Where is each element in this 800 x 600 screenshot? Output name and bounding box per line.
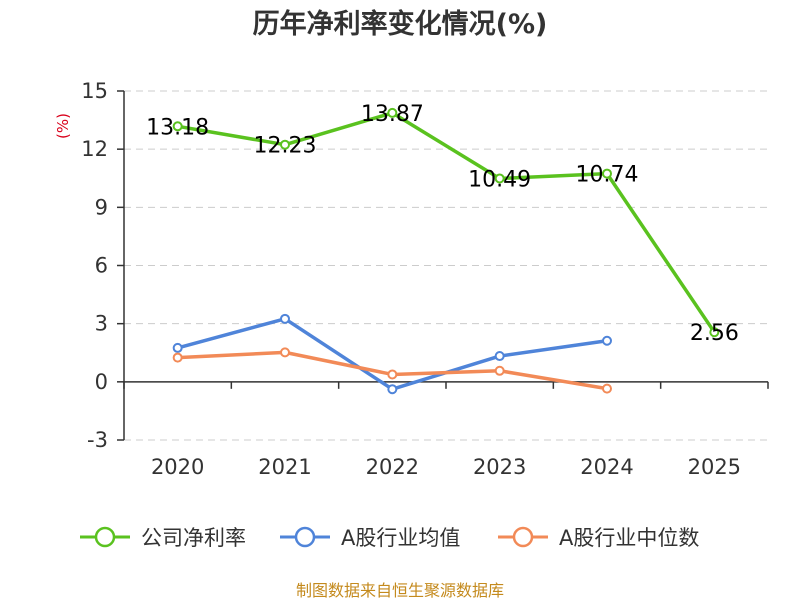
legend-marker <box>94 526 116 548</box>
legend-item-2[interactable]: A股行业中位数 <box>498 526 699 550</box>
data-labels: 13.18 12.23 13.87 10.49 10.74 2.56 <box>146 102 739 346</box>
series-2 <box>172 347 612 394</box>
y-tick-label: -3 <box>87 428 108 452</box>
data-point[interactable] <box>709 327 720 338</box>
x-tick-label: 2020 <box>151 455 204 479</box>
y-tick-label: 3 <box>95 312 108 336</box>
data-label: 13.18 <box>146 115 209 140</box>
x-tick-label: 2024 <box>580 455 633 479</box>
data-point[interactable] <box>387 384 398 395</box>
data-point[interactable] <box>280 347 290 358</box>
data-point[interactable] <box>602 168 612 179</box>
data-point[interactable] <box>172 121 183 132</box>
axes <box>117 90 769 441</box>
data-label: 2.56 <box>690 321 739 346</box>
x-tick-label: 2023 <box>473 455 526 479</box>
y-tick-label: 12 <box>81 137 108 161</box>
data-point[interactable] <box>602 335 612 346</box>
data-point[interactable] <box>494 351 505 362</box>
legend-item-0[interactable]: 公司净利率 <box>80 526 246 550</box>
data-point[interactable] <box>602 383 612 394</box>
series-lines <box>172 107 720 395</box>
x-tick-label: 2022 <box>366 455 419 479</box>
data-point[interactable] <box>494 365 505 376</box>
data-point[interactable] <box>387 369 398 380</box>
chart-title: 历年净利率变化情况(%) <box>253 8 548 40</box>
y-tick-label: 9 <box>95 195 108 219</box>
y-tick-label: 15 <box>81 79 108 103</box>
source-note: 制图数据来自恒生聚源数据库 <box>296 581 504 600</box>
data-label: 10.74 <box>576 163 639 188</box>
legend-item-1[interactable]: A股行业均值 <box>280 526 460 550</box>
data-point[interactable] <box>280 313 290 324</box>
legend[interactable]: 公司净利率 A股行业均值 A股行业中位数 <box>80 526 699 550</box>
series-1 <box>172 313 612 395</box>
data-label: 12.23 <box>254 134 317 159</box>
legend-label: A股行业均值 <box>341 526 460 550</box>
data-label: 13.87 <box>361 102 424 127</box>
legend-marker <box>512 526 534 548</box>
y-tick-label: 0 <box>95 370 108 394</box>
x-tick-label: 2025 <box>688 455 741 479</box>
data-point[interactable] <box>280 139 290 150</box>
x-tick-label: 2021 <box>258 455 311 479</box>
x-axis-ticks: 2020 2021 2022 2023 2024 2025 <box>151 455 741 479</box>
y-axis-unit: (%) <box>54 113 72 139</box>
data-label: 10.49 <box>468 167 531 192</box>
data-point[interactable] <box>172 352 183 363</box>
series-line <box>177 111 716 334</box>
legend-label: A股行业中位数 <box>559 526 699 550</box>
y-tick-label: 6 <box>95 254 108 278</box>
series-0 <box>172 107 720 338</box>
data-point[interactable] <box>172 342 183 353</box>
legend-label: 公司净利率 <box>141 526 246 550</box>
data-point[interactable] <box>494 173 505 184</box>
legend-marker <box>294 526 316 548</box>
data-point[interactable] <box>387 107 398 118</box>
y-axis-ticks: 15 12 9 6 3 0 -3 <box>81 79 108 452</box>
